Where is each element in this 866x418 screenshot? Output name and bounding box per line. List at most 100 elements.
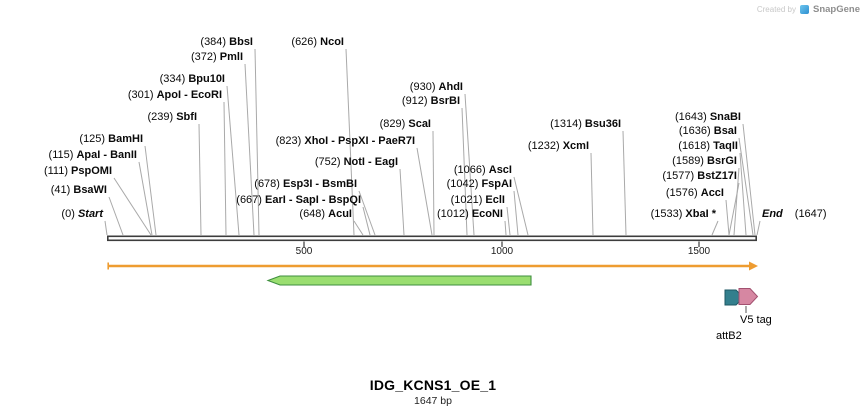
site-label-asci[interactable]: (1066) AscI: [454, 164, 512, 177]
ruler-ticks: [303, 241, 700, 247]
site-pos: (301): [127, 89, 154, 101]
start-label: (0) Start: [61, 208, 103, 221]
site-name: NotI - EagI: [343, 156, 398, 168]
ruler-label-500: 500: [295, 246, 313, 257]
site-pos: (1533): [650, 208, 683, 220]
site-pos: (384): [200, 36, 227, 48]
v5-tag-label[interactable]: V5 tag: [740, 314, 772, 326]
site-label-econi[interactable]: (1012) EcoNI: [437, 208, 503, 221]
site-label-ncoi[interactable]: (626) NcoI: [291, 36, 344, 49]
site-name: BbsI: [229, 36, 253, 48]
site-name: PspOMI: [71, 165, 112, 177]
attb2-label[interactable]: attB2: [716, 330, 742, 342]
site-pos: (111): [43, 165, 68, 177]
end-pos: (1647): [794, 208, 827, 220]
site-label-xhoi-pspxi-paer7i[interactable]: (823) XhoI - PspXI - PaeR7I: [276, 135, 415, 148]
site-pos: (41): [50, 184, 71, 196]
site-name: SbfI: [176, 111, 197, 123]
site-pos: (1012): [436, 208, 469, 220]
site-name: FspAI: [481, 178, 512, 190]
site-name: BsrGI: [707, 155, 737, 167]
site-name: XhoI - PspXI - PaeR7I: [304, 135, 415, 147]
site-pos: (912): [401, 95, 428, 107]
site-pos: (1577): [662, 170, 695, 182]
construct-title: IDG_KCNS1_OE_1: [369, 377, 497, 393]
site-pos: (239): [147, 111, 174, 123]
end-text: End: [762, 208, 783, 220]
site-name: Bsu36I: [584, 118, 621, 130]
site-label-bsai[interactable]: (1636) BsaI: [679, 125, 737, 138]
site-name: BsrBI: [430, 95, 460, 107]
construct-length: 1647 bp: [414, 395, 452, 407]
site-label-snabi[interactable]: (1643) SnaBI: [675, 111, 741, 124]
site-name: AccI: [700, 187, 724, 199]
site-label-sbfi[interactable]: (239) SbfI: [147, 111, 197, 124]
site-label-bsu36i[interactable]: (1314) Bsu36I: [550, 118, 621, 131]
site-label-noti-eagi[interactable]: (752) NotI - EagI: [315, 156, 398, 169]
site-label-acui[interactable]: (648) AcuI: [299, 208, 352, 221]
site-pos: (752): [314, 156, 341, 168]
site-pos: (829): [379, 118, 406, 130]
site-label-bsrbi[interactable]: (912) BsrBI: [402, 95, 460, 108]
site-name: XcmI: [562, 140, 589, 152]
site-name: ApoI - EcoRI: [156, 89, 222, 101]
site-pos: (1232): [527, 140, 560, 152]
site-name: BsaWI: [73, 184, 107, 196]
site-label-pmli[interactable]: (372) PmlI: [191, 51, 243, 64]
site-pos: (1042): [446, 178, 479, 190]
construct-span-arrow[interactable]: [107, 261, 758, 271]
snapgene-logo-icon: [800, 5, 809, 14]
orf-arrow-reverse[interactable]: [266, 275, 532, 286]
watermark-text: Created by: [756, 5, 796, 14]
site-label-bamhi[interactable]: (125) BamHI: [79, 133, 143, 146]
site-name: XbaI *: [685, 208, 716, 220]
site-pos: (678): [254, 178, 280, 190]
site-label-bsawi[interactable]: (41) BsaWI: [51, 184, 107, 197]
site-pos: (1021): [450, 194, 483, 206]
site-label-acci[interactable]: (1576) AccI: [666, 187, 724, 200]
snapgene-watermark: Created by SnapGene: [757, 4, 860, 15]
site-label-bpu10i[interactable]: (334) Bpu10I: [160, 73, 225, 86]
site-pos: (1589): [672, 155, 704, 167]
site-pos: (823): [275, 135, 302, 147]
ruler-label-1500: 1500: [687, 246, 711, 257]
site-label-xcmi[interactable]: (1232) XcmI: [528, 140, 589, 153]
site-pos: (115): [48, 149, 74, 161]
site-pos: (667): [236, 194, 262, 206]
site-label-fspai[interactable]: (1042) FspAI: [447, 178, 512, 191]
site-label-pspomi[interactable]: (111) PspOMI: [44, 165, 112, 178]
site-label-eari-sapi-bspqi[interactable]: (667) EarI - SapI - BspQI: [236, 194, 361, 207]
site-label-scai[interactable]: (829) ScaI: [380, 118, 431, 131]
start-pos: (0): [61, 208, 75, 220]
v5-tag-arrow[interactable]: [738, 288, 759, 305]
site-label-bbsi[interactable]: (384) BbsI: [200, 36, 253, 49]
start-text: Start: [77, 208, 103, 220]
leader-lines: [104, 48, 761, 236]
site-name: AscI: [488, 164, 512, 176]
site-label-taqii[interactable]: (1618) TaqII: [678, 140, 738, 153]
site-pos: (1576): [665, 187, 698, 199]
site-name: SnaBI: [709, 111, 741, 123]
site-pos: (1314): [550, 118, 582, 130]
site-label-esp3i-bsmbi[interactable]: (678) Esp3I - BsmBI: [254, 178, 357, 191]
site-name: EarI - SapI - BspQI: [265, 194, 361, 206]
site-label-bsrgi[interactable]: (1589) BsrGI: [672, 155, 737, 168]
site-name: Esp3I - BsmBI: [283, 178, 357, 190]
site-label-ahdi[interactable]: (930) AhdI: [410, 81, 463, 94]
site-pos: (648): [299, 208, 326, 220]
site-label-ecli[interactable]: (1021) EclI: [451, 194, 505, 207]
site-label-bstz17i[interactable]: (1577) BstZ17I: [662, 170, 737, 183]
site-label-xbai[interactable]: (1533) XbaI *: [651, 208, 716, 221]
site-name: PmlI: [219, 51, 243, 63]
site-name: Bpu10I: [188, 73, 225, 85]
sequence-line: [107, 235, 758, 242]
site-pos: (1618): [678, 140, 711, 152]
end-label: End (1647): [762, 208, 827, 221]
site-label-apoi-ecori[interactable]: (301) ApoI - EcoRI: [128, 89, 222, 102]
site-name: AhdI: [438, 81, 463, 93]
site-pos: (1066): [453, 164, 486, 176]
site-pos: (930): [409, 81, 436, 93]
site-label-apai-banii[interactable]: (115) ApaI - BanII: [49, 149, 137, 162]
